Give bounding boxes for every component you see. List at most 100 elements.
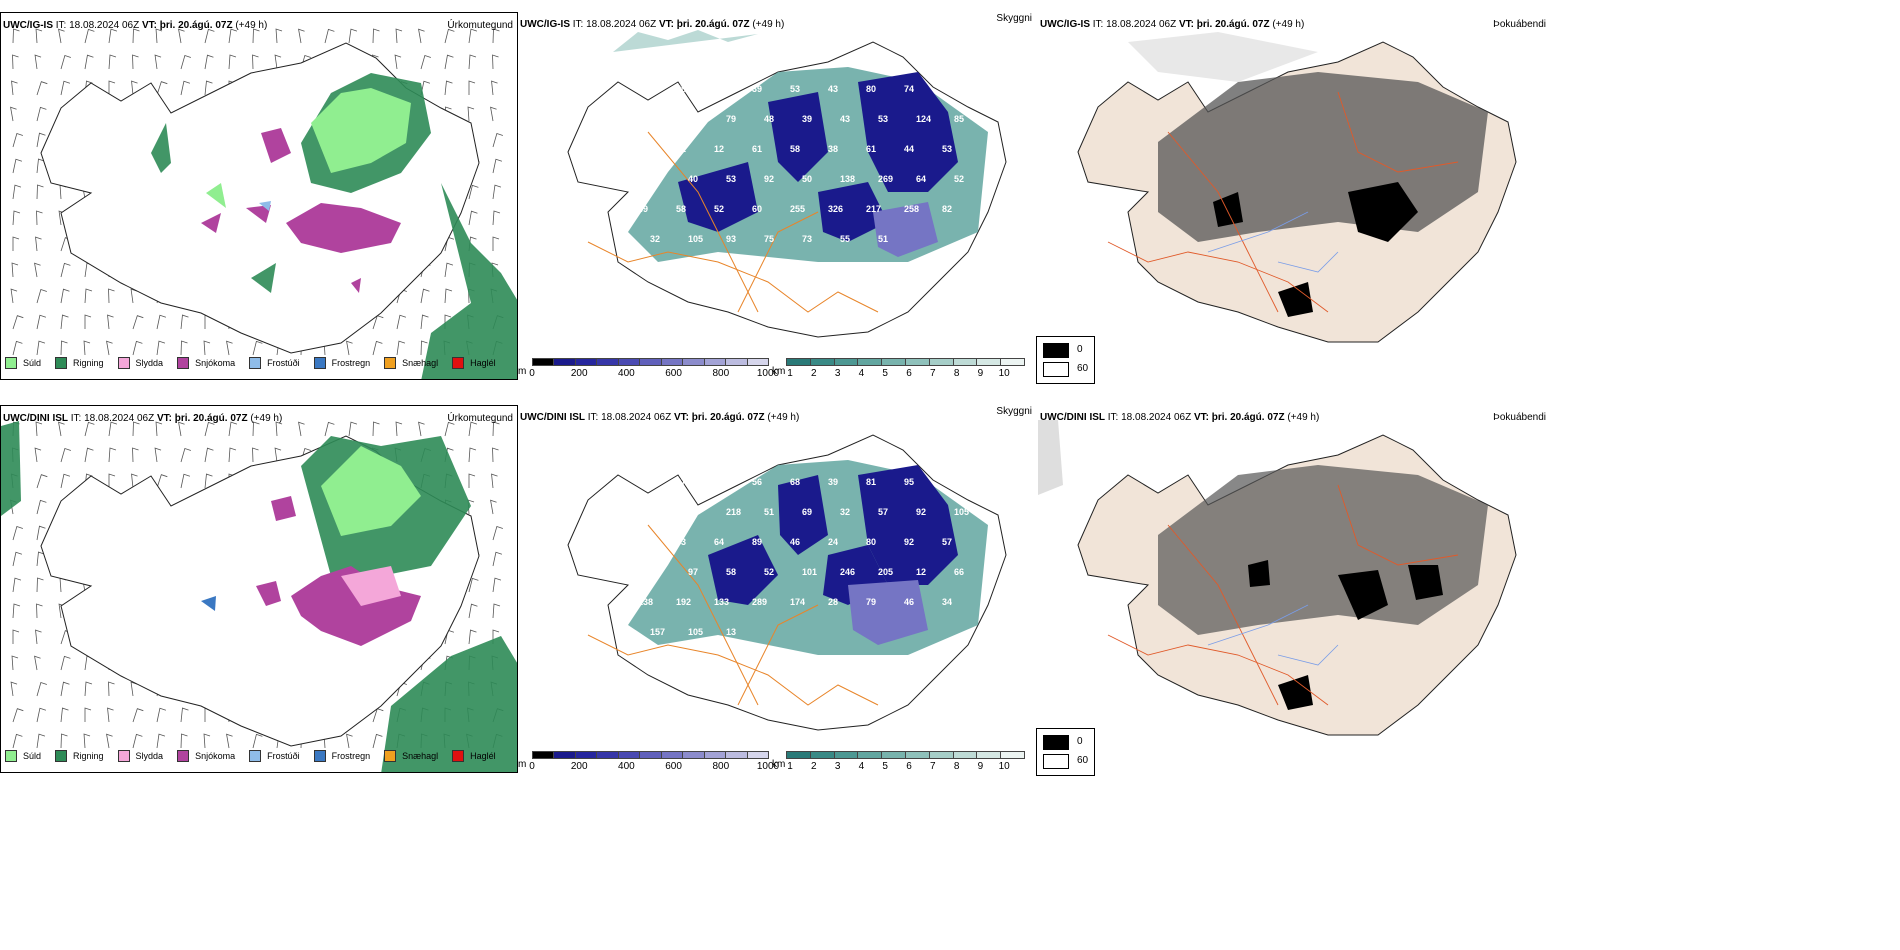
wind-barb [394, 54, 402, 70]
wind-barb [12, 315, 24, 330]
precip-map [1, 421, 517, 772]
visibility-value-label: 42 [638, 84, 648, 94]
wind-barb [468, 421, 478, 437]
wind-barb [12, 236, 20, 251]
legend-item-4: Frostúði [249, 357, 300, 369]
wind-barb [12, 28, 20, 44]
visibility-map: 42 58 49 39 53 43 80 74 63 35 62 79 48 39 43 53 124 85 48 3… [567, 30, 1007, 338]
visibility-value-label: 205 [878, 567, 893, 577]
colorbar-unit: m [518, 366, 527, 377]
visibility-value-label: 101 [802, 567, 817, 577]
visibility-value-label: 58 [638, 477, 648, 487]
fog-indicator-legend: 0 60 [1036, 336, 1095, 384]
colorbar-segment [574, 358, 598, 366]
colorbar-segment [952, 358, 978, 366]
wind-barb [204, 54, 214, 70]
wind-barb [324, 28, 335, 44]
visibility-value-label: 92 [764, 174, 774, 184]
wind-barb [418, 421, 425, 437]
visibility-value-label: 75 [764, 234, 774, 244]
colorbar-tick-label: 4 [858, 368, 865, 379]
wind-barb [12, 54, 19, 70]
visibility-value-label: 57 [942, 537, 952, 547]
visibility-value-label: 124 [916, 114, 931, 124]
panel-title: UWC/IG-IS IT: 18.08.2024 06Z VT: þri. 20… [3, 20, 268, 31]
cloud-base-colorbar: m 0 200 400 600 800 1000 [518, 751, 779, 772]
wind-barb [444, 28, 455, 44]
wind-barb [132, 315, 144, 330]
wind-barb [12, 629, 20, 644]
colorbar-tick-label: 2 [811, 761, 817, 772]
legend-swatch [249, 750, 262, 762]
wind-barb [468, 473, 476, 488]
colorbar-tick-label: 1 [787, 761, 793, 772]
wind-barb [252, 733, 263, 749]
visibility-value-label: 73 [802, 234, 812, 244]
colorbar-segment [725, 358, 748, 366]
visibility-value-label: 138 [638, 597, 653, 607]
colorbar-segment [1000, 751, 1025, 759]
wind-barb [420, 314, 429, 330]
wind-barb [108, 288, 115, 304]
wind-barb [84, 54, 94, 70]
fog-panel-dini: UWC/DINI ISL IT: 18.08.2024 06Z VT: þri.… [1038, 405, 1550, 773]
visibility-colorbar: km 1 2 3 4 5 6 7 8 9 10 [772, 751, 1025, 772]
fog-legend-label-60: 60 [1077, 363, 1089, 374]
wind-barb [228, 421, 238, 437]
wind-barb [12, 577, 22, 593]
visibility-value-label: 51 [764, 507, 774, 517]
legend-label: Haglél [470, 358, 496, 368]
visibility-value-label: 44 [904, 144, 914, 154]
visibility-value-label: 32 [650, 234, 660, 244]
wind-barb [180, 314, 189, 330]
legend-item-2: Slydda [117, 357, 163, 369]
wind-barb [492, 603, 501, 619]
wind-barb [204, 421, 215, 437]
wind-barb [10, 288, 18, 304]
wind-barb [60, 340, 68, 356]
wind-barb [396, 314, 407, 330]
wind-barb [34, 262, 41, 278]
colorbar-segment [1000, 358, 1025, 366]
wind-barb [252, 54, 259, 70]
wind-barb [12, 210, 21, 226]
wind-barb [156, 474, 168, 489]
fog-legend-swatch-0 [1043, 343, 1069, 358]
legend-label: Súld [23, 751, 42, 761]
wind-barb [84, 681, 93, 697]
wind-barb [36, 733, 46, 749]
visibility-value-label: 326 [828, 204, 843, 214]
wind-barb [372, 733, 383, 749]
wind-barb [12, 603, 21, 619]
wind-barb [492, 526, 503, 541]
wind-barb [84, 314, 92, 329]
wind-barb [108, 54, 117, 70]
wind-barb [180, 340, 188, 356]
colorbar-segment [596, 358, 619, 366]
wind-barb [83, 340, 91, 356]
wind-barb [60, 707, 69, 723]
visibility-value-label: 50 [714, 477, 724, 487]
wind-barb [83, 733, 91, 749]
visibility-value-label: 92 [916, 507, 926, 517]
visibility-value-label: 12 [916, 567, 926, 577]
colorbar-tick-label: 1 [787, 368, 793, 379]
colorbar-tick-label: 5 [882, 368, 888, 379]
wind-barb [59, 184, 67, 200]
panel-product-name: Úrkomutegund [447, 413, 513, 424]
legend-swatch [177, 750, 190, 762]
panel-title: UWC/DINI ISL IT: 18.08.2024 06Z VT: þri.… [1040, 412, 1320, 423]
wind-barb [107, 707, 114, 723]
legend-label: Rigning [73, 751, 104, 761]
wind-barb [36, 289, 47, 304]
legend-swatch [117, 750, 130, 762]
wind-barb [12, 340, 23, 356]
colorbar-tick-label: 5 [882, 761, 888, 772]
colorbar-tick-label: 2 [811, 368, 817, 379]
wind-barb [11, 655, 19, 671]
wind-barb [34, 447, 42, 463]
fog-panel-ig: UWC/IG-IS IT: 18.08.2024 06Z VT: þri. 20… [1038, 12, 1550, 380]
visibility-value-label: 246 [840, 567, 855, 577]
wind-barb [298, 421, 305, 437]
wind-barb [420, 288, 430, 304]
